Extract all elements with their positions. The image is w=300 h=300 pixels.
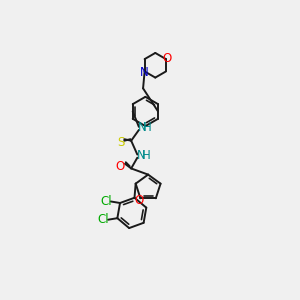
Text: Cl: Cl: [98, 213, 109, 226]
Text: O: O: [116, 160, 125, 172]
Text: N: N: [137, 149, 146, 162]
Text: O: O: [134, 194, 143, 207]
Text: Cl: Cl: [100, 195, 112, 208]
Text: H: H: [143, 121, 152, 134]
Text: O: O: [162, 52, 171, 65]
Text: N: N: [140, 66, 148, 79]
Text: S: S: [118, 136, 125, 149]
Text: N: N: [138, 121, 147, 134]
Text: H: H: [141, 149, 150, 162]
